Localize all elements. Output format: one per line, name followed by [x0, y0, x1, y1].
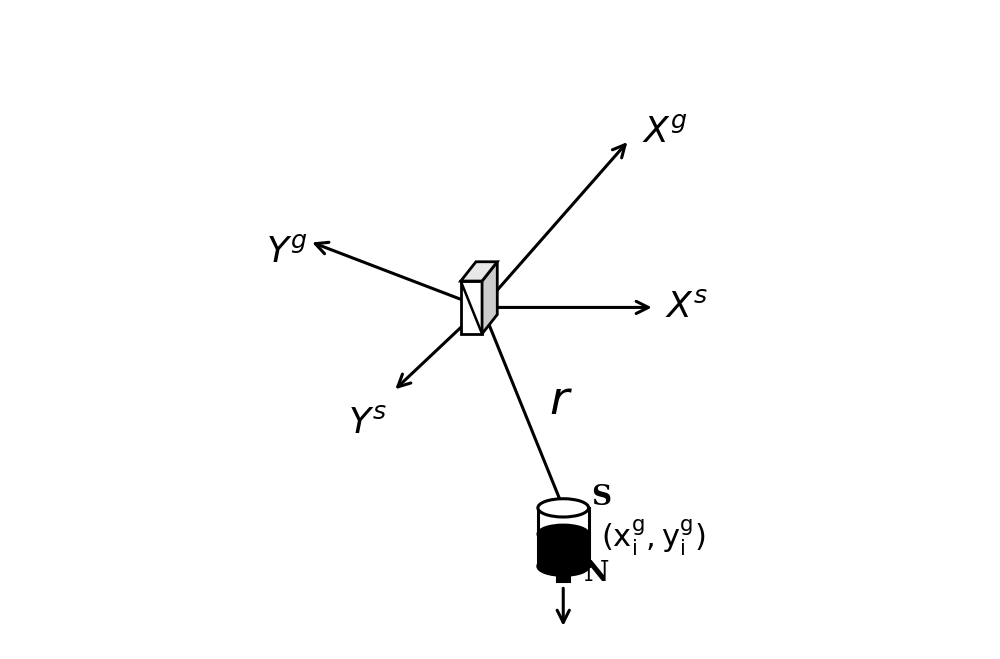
Text: N: N	[584, 560, 609, 587]
Ellipse shape	[538, 557, 589, 575]
Bar	[538, 534, 589, 566]
Text: $Y^g$: $Y^g$	[266, 235, 307, 269]
Ellipse shape	[538, 525, 589, 543]
Ellipse shape	[538, 499, 589, 517]
Polygon shape	[482, 262, 497, 334]
Text: $X^s$: $X^s$	[665, 291, 708, 324]
Text: $(\mathrm{x}^{\mathrm{g}}_{\mathrm{i}},\mathrm{y}^{\mathrm{g}}_{\mathrm{i}})$: $(\mathrm{x}^{\mathrm{g}}_{\mathrm{i}},\…	[601, 518, 706, 558]
Text: S: S	[591, 484, 611, 511]
Polygon shape	[461, 262, 497, 281]
Text: $Y^s$: $Y^s$	[348, 407, 387, 440]
Text: $\mathbf{\mathit{r}}$: $\mathbf{\mathit{r}}$	[549, 378, 573, 424]
Text: $X^g$: $X^g$	[642, 115, 688, 150]
Polygon shape	[461, 281, 482, 334]
Bar	[538, 508, 589, 534]
Bar	[557, 571, 570, 582]
